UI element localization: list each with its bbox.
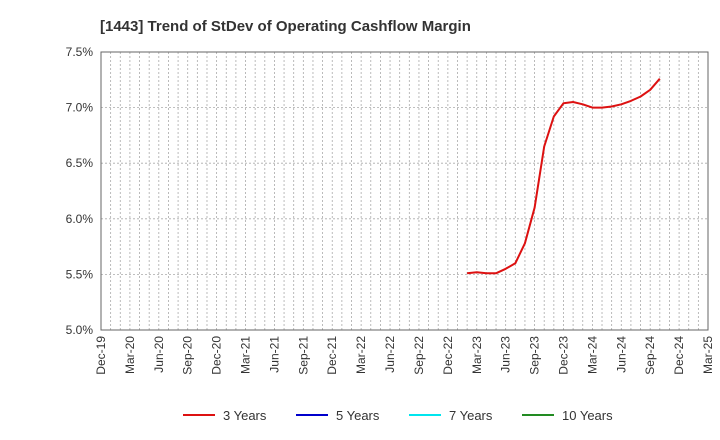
x-tick-label: Jun-23 [499,336,513,373]
x-tick-label: Sep-21 [296,336,310,375]
x-tick-label: Mar-22 [354,336,368,374]
x-axis: Dec-19 Mar-20 Jun-20 Sep-20 Dec-20 Mar-21 Jun-… [94,336,715,375]
x-tick-label: Mar-20 [123,336,137,374]
legend-label: 3 Years [223,408,267,423]
legend-item: 10 Years [522,408,613,423]
y-tick-label: 5.5% [66,267,94,281]
x-tick-label: Dec-23 [556,336,570,375]
legend-label: 7 Years [449,408,493,423]
x-tick-label: Jun-22 [383,336,397,373]
y-tick-label: 7.5% [66,45,94,59]
x-tick-label: Jun-21 [267,336,281,373]
y-tick-label: 7.0% [66,101,94,115]
x-tick-label: Sep-22 [412,336,426,375]
x-tick-label: Sep-23 [528,336,542,375]
y-tick-label: 5.0% [66,323,94,337]
x-tick-label: Mar-21 [239,336,253,374]
x-tick-label: Sep-20 [181,336,195,375]
y-tick-label: 6.5% [66,156,94,170]
chart-title: [1443] Trend of StDev of Operating Cashf… [100,18,471,35]
legend-item: 7 Years [409,408,493,423]
series-line-3-years [466,78,661,275]
x-tick-label: Dec-19 [94,336,108,375]
y-tick-label: 6.0% [66,212,94,226]
series-lines [466,78,661,275]
x-tick-label: Mar-25 [701,336,715,374]
legend-item: 5 Years [296,408,380,423]
x-tick-label: Jun-24 [614,336,628,373]
x-tick-label: Mar-23 [470,336,484,374]
legend: 3 Years 5 Years 7 Years 10 Years [183,408,613,423]
x-tick-label: Mar-24 [585,336,599,374]
x-tick-label: Jun-20 [152,336,166,373]
x-tick-label: Dec-21 [325,336,339,375]
x-tick-label: Dec-22 [441,336,455,375]
x-tick-label: Sep-24 [643,336,657,375]
x-tick-label: Dec-24 [672,336,686,375]
legend-item: 3 Years [183,408,267,423]
legend-label: 10 Years [562,408,613,423]
y-axis: 5.0% 5.5% 6.0% 6.5% 7.0% 7.5% [66,45,94,337]
plot-area [100,51,709,331]
x-tick-label: Dec-20 [210,336,224,375]
grid [101,52,708,330]
legend-label: 5 Years [336,408,380,423]
